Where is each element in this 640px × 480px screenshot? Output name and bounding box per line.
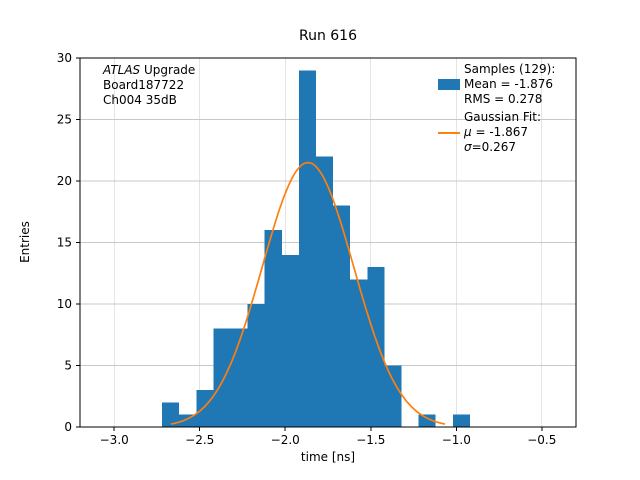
- legend-handle-samples: [438, 79, 464, 90]
- annotation-atlas-italic: ATLAS: [103, 63, 141, 77]
- legend-row-samples-header: Samples (129):: [438, 62, 555, 77]
- y-tick-label: 10: [57, 297, 72, 311]
- x-tick-label: −2.5: [185, 433, 214, 447]
- legend-samples-header: Samples (129):: [464, 62, 556, 76]
- y-tick-label: 15: [57, 236, 72, 250]
- legend-row-sigma: σ=0.267: [438, 140, 555, 155]
- legend-mu-label: μ = -1.867: [464, 125, 528, 140]
- chart-title: Run 616: [298, 28, 358, 44]
- y-tick-label: 5: [64, 359, 72, 373]
- annotation-upgrade-text: Upgrade: [140, 63, 196, 77]
- legend-handle-fit: [438, 131, 464, 134]
- annotation-line-experiment: ATLAS Upgrade: [103, 63, 195, 78]
- legend-fit-header: Gaussian Fit:: [464, 110, 541, 124]
- legend-row-rms: RMS = 0.278: [438, 92, 555, 107]
- gaussian-fit-curve: [170, 161, 446, 425]
- legend-sigma-label: σ=0.267: [464, 140, 516, 155]
- axis-ticks: [76, 57, 543, 431]
- fit-line-swatch-icon: [438, 131, 460, 134]
- y-tick-label: 25: [57, 113, 72, 127]
- y-tick-label: 20: [57, 174, 72, 188]
- legend-sigma-value: =0.267: [471, 140, 517, 154]
- y-tick-label: 30: [57, 51, 72, 65]
- legend-sigma-symbol: σ: [464, 140, 472, 154]
- x-tick-label: −1.0: [442, 433, 471, 447]
- samples-swatch-icon: [438, 79, 460, 90]
- x-tick-label: −0.5: [527, 433, 556, 447]
- histogram-bars: [162, 70, 470, 428]
- annotation-channel: Ch004 35dB: [103, 93, 177, 107]
- x-tick-label: −1.5: [356, 433, 385, 447]
- legend-row-fit-header: Gaussian Fit:: [438, 110, 555, 125]
- annotation-board: Board187722: [103, 78, 185, 92]
- x-tick-label: −2.0: [271, 433, 300, 447]
- tick-labels: −3.0 −2.5 −2.0 −1.5 −1.0 −0.5 0 5 10 15 20 25 30: [57, 51, 557, 447]
- y-axis-label: Entries: [18, 221, 32, 263]
- legend: Samples (129): Mean = -1.876 RMS = 0.278…: [438, 62, 555, 155]
- y-tick-label: 0: [64, 420, 72, 434]
- legend-row-mu: μ = -1.867: [438, 125, 555, 140]
- x-axis-label: time [ns]: [300, 450, 356, 464]
- legend-row-mean: Mean = -1.876: [438, 77, 555, 92]
- x-tick-label: −3.0: [100, 433, 129, 447]
- legend-mu-symbol: μ: [464, 125, 472, 139]
- legend-mean-label: Mean = -1.876: [464, 77, 554, 91]
- legend-mu-value: = -1.867: [471, 125, 529, 139]
- legend-rms-label: RMS = 0.278: [464, 92, 543, 106]
- annotation-block: ATLAS Upgrade Board187722 Ch004 35dB: [103, 63, 195, 108]
